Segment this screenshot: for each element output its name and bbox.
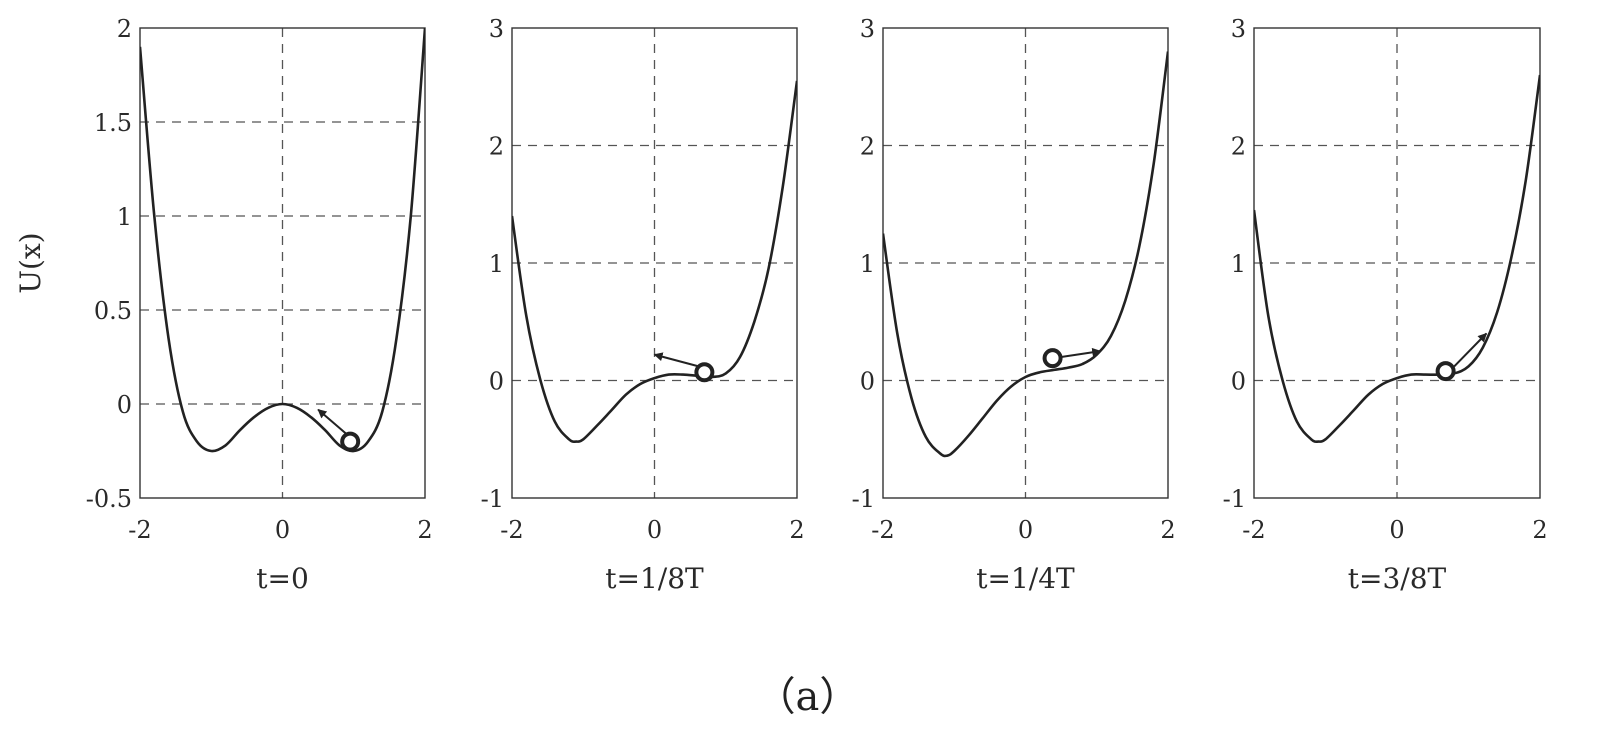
y-tick-label: -1 <box>481 485 504 513</box>
y-tick-label: -1 <box>1223 485 1246 513</box>
y-tick-label: -0.5 <box>86 485 132 513</box>
x-axis-label: t=0 <box>256 562 309 595</box>
y-tick-label: 2 <box>860 133 875 161</box>
y-tick-label: 3 <box>1231 15 1246 43</box>
x-tick-label: 2 <box>1160 516 1175 544</box>
x-axis-label: t=3/8T <box>1348 562 1447 595</box>
x-tick-label: -2 <box>500 516 523 544</box>
particle-ball <box>696 364 712 380</box>
panel-1: -2 0 2 -0.5 0 0.5 1 1.5 2 t=0 U(x) <box>14 15 433 595</box>
panel-3: -2 0 2 -1 0 1 2 3 t=1/4T <box>852 15 1176 595</box>
motion-arrow <box>655 355 699 367</box>
x-tick-label: 0 <box>1018 516 1033 544</box>
y-tick-label: 0 <box>860 368 875 396</box>
y-tick-label: 0 <box>117 391 132 419</box>
x-tick-label: -2 <box>1242 516 1265 544</box>
y-tick-label: 0 <box>489 368 504 396</box>
particle-ball <box>1438 363 1454 379</box>
y-tick-label: 1 <box>489 250 504 278</box>
x-tick-label: -2 <box>871 516 894 544</box>
y-tick-label: -1 <box>852 485 875 513</box>
panel-4: -2 0 2 -1 0 1 2 3 t=3/8T <box>1223 15 1548 595</box>
y-axis-label: U(x) <box>14 232 47 293</box>
y-tick-label: 0 <box>1231 368 1246 396</box>
motion-arrow <box>318 410 347 434</box>
x-tick-label: 0 <box>275 516 290 544</box>
y-tick-label: 1 <box>1231 250 1246 278</box>
y-tick-label: 3 <box>860 15 875 43</box>
y-tick-label: 0.5 <box>94 297 132 325</box>
y-tick-label: 2 <box>117 15 132 43</box>
x-tick-label: 2 <box>417 516 432 544</box>
x-axis-label: t=1/8T <box>605 562 704 595</box>
particle-ball <box>1045 350 1061 366</box>
particle-ball <box>342 434 358 450</box>
x-axis-label: t=1/4T <box>976 562 1075 595</box>
x-tick-label: 2 <box>789 516 804 544</box>
x-tick-label: 0 <box>1389 516 1404 544</box>
y-tick-label: 1.5 <box>94 109 132 137</box>
y-tick-label: 1 <box>117 203 132 231</box>
y-tick-label: 1 <box>860 250 875 278</box>
panel-2: -2 0 2 -1 0 1 2 3 t=1/8T <box>481 15 805 595</box>
figure-caption: （a） <box>0 664 1615 722</box>
y-tick-label: 2 <box>489 133 504 161</box>
x-tick-label: -2 <box>128 516 151 544</box>
y-tick-label: 3 <box>489 15 504 43</box>
x-tick-label: 0 <box>647 516 662 544</box>
x-tick-label: 2 <box>1532 516 1547 544</box>
y-tick-label: 2 <box>1231 133 1246 161</box>
